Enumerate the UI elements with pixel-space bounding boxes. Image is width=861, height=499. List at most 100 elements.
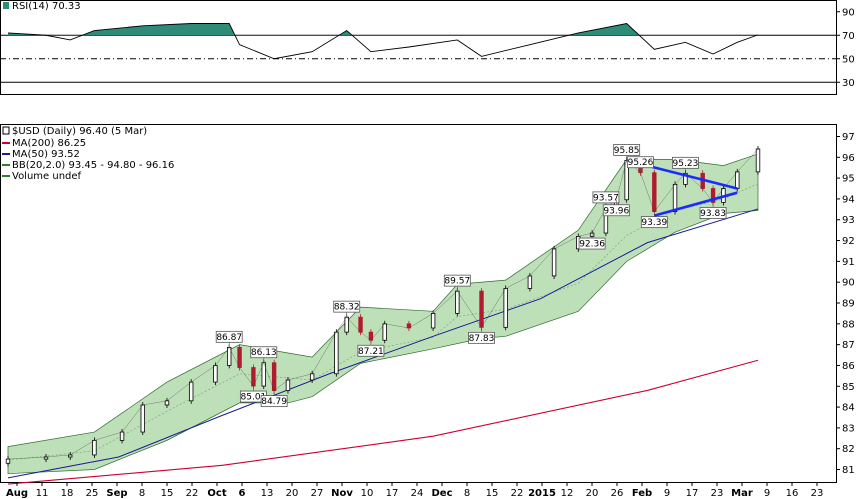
annotation-box	[333, 300, 361, 313]
price-tick-label: 86	[842, 361, 855, 372]
legend: RSI(14) 70.33 $USD (Daily) 96.40 (5 Mar)…	[2, 1, 174, 182]
annotation-label: 95.85	[614, 146, 640, 156]
price-tick-label: 96	[842, 153, 855, 164]
candle-body	[479, 290, 484, 328]
x-tick-label: Aug	[6, 488, 28, 499]
price-tick-label: 90	[842, 278, 855, 289]
annotation-box	[578, 237, 606, 250]
x-tick-label: 9	[764, 488, 770, 499]
price-tick-label: 91	[842, 257, 855, 268]
x-tick-label: 6	[239, 488, 246, 499]
annotation-label: 84.79	[261, 397, 287, 407]
candle-body	[672, 183, 678, 213]
x-tick-label: 22	[186, 488, 199, 499]
x-tick-label: 17	[686, 488, 699, 499]
x-tick-label: 8	[139, 488, 145, 499]
candle-body	[309, 373, 315, 381]
x-tick-label: 23	[711, 488, 724, 499]
x-tick-label: 12	[561, 488, 574, 499]
candle-body	[503, 288, 508, 328]
candle-body	[358, 316, 363, 333]
x-tick-label: 2015	[528, 488, 556, 499]
candle-body	[455, 290, 460, 314]
x-tick-label: Sep	[106, 488, 127, 499]
price-tick-label: 88	[842, 319, 855, 330]
triangle-lower-line	[653, 191, 738, 217]
price-tick-label: 97	[842, 132, 855, 143]
candle-body	[652, 172, 657, 213]
price-tick-label: 82	[842, 444, 855, 455]
legend-ma50: MA(50) 93.52	[12, 149, 80, 160]
annotation-box	[627, 156, 654, 169]
x-tick-label: 17	[386, 488, 399, 499]
x-tick-label: Nov	[331, 488, 353, 499]
annotation-box	[672, 156, 699, 169]
price-tick-label: 83	[842, 423, 855, 434]
legend-volume: Volume undef	[12, 171, 82, 182]
annotation-label: 87.21	[358, 347, 384, 357]
candle-body	[140, 404, 145, 433]
bollinger-midline	[7, 183, 759, 461]
price-tick-label: 87	[842, 340, 855, 351]
price-tick-label: 95	[842, 174, 855, 185]
annotation-box	[602, 204, 630, 217]
candle-body	[285, 379, 291, 392]
price-tick-label: 81	[842, 465, 855, 476]
rsi-tick-label: 50	[842, 54, 855, 65]
x-tick-label: 10	[361, 488, 374, 499]
annotation-label: 93.39	[641, 218, 667, 228]
price-tick-label: 89	[842, 299, 855, 310]
rsi-label: RSI(14) 70.33	[12, 1, 81, 12]
candle-body	[237, 346, 242, 368]
annotation-box	[357, 344, 385, 357]
x-tick-label: 8	[464, 488, 470, 499]
rsi-frame	[0, 0, 837, 95]
annotation-box	[699, 207, 727, 219]
annotation-label: 93.96	[603, 206, 629, 216]
rsi-swatch	[3, 2, 9, 9]
rsi-overbought-fill	[8, 23, 758, 36]
annotation-label: 86.13	[251, 348, 277, 358]
candle-body	[334, 331, 339, 375]
candle-body	[755, 148, 761, 173]
price-tick-label: 84	[842, 403, 855, 414]
candle-body	[119, 431, 125, 441]
x-tick-label: 9	[664, 488, 670, 499]
rsi-tick-label: 70	[842, 31, 855, 42]
annotation-box	[613, 144, 641, 156]
price-title: $USD (Daily) 96.40 (5 Mar)	[12, 126, 147, 137]
price-panel: 97 96 95 94 93 92 91 90 89 88 87 86 85 84 83 82 81 86.87 8…	[0, 124, 855, 485]
x-tick-label: 18	[61, 488, 74, 499]
annotation-label: 86.87	[216, 333, 242, 343]
x-tick-label: 25	[86, 488, 99, 499]
x-tick-label: 11	[36, 488, 49, 499]
annotation-label: 89.57	[444, 277, 470, 287]
x-tick-label: 13	[261, 488, 274, 499]
candle-body	[5, 458, 11, 464]
x-tick-label: 20	[286, 488, 299, 499]
price-tick-label: 94	[842, 194, 855, 205]
price-swatch	[2, 126, 10, 135]
x-tick-label: 15	[161, 488, 174, 499]
candle-body	[382, 323, 387, 341]
close-trace	[7, 148, 759, 460]
annotation-box	[592, 191, 620, 204]
candle-body	[735, 171, 740, 189]
x-tick-label: 16	[786, 488, 799, 499]
annotation-box	[215, 330, 243, 343]
annotation-label: 88.32	[334, 303, 360, 313]
x-tick-label: Mar	[731, 488, 753, 499]
x-tick-label: 22	[511, 488, 524, 499]
annotation-box	[468, 331, 495, 344]
x-tick-label: Feb	[632, 488, 652, 499]
x-tick-label: 24	[411, 488, 424, 499]
candle-body	[430, 313, 436, 329]
price-tick-label: 93	[842, 215, 855, 226]
annotation-label: 95.26	[628, 158, 654, 168]
candle-body	[188, 381, 194, 402]
rsi-tick-label: 30	[842, 78, 855, 89]
rsi-tick-label: 90	[842, 7, 855, 18]
x-tick-label: 26	[611, 488, 624, 499]
